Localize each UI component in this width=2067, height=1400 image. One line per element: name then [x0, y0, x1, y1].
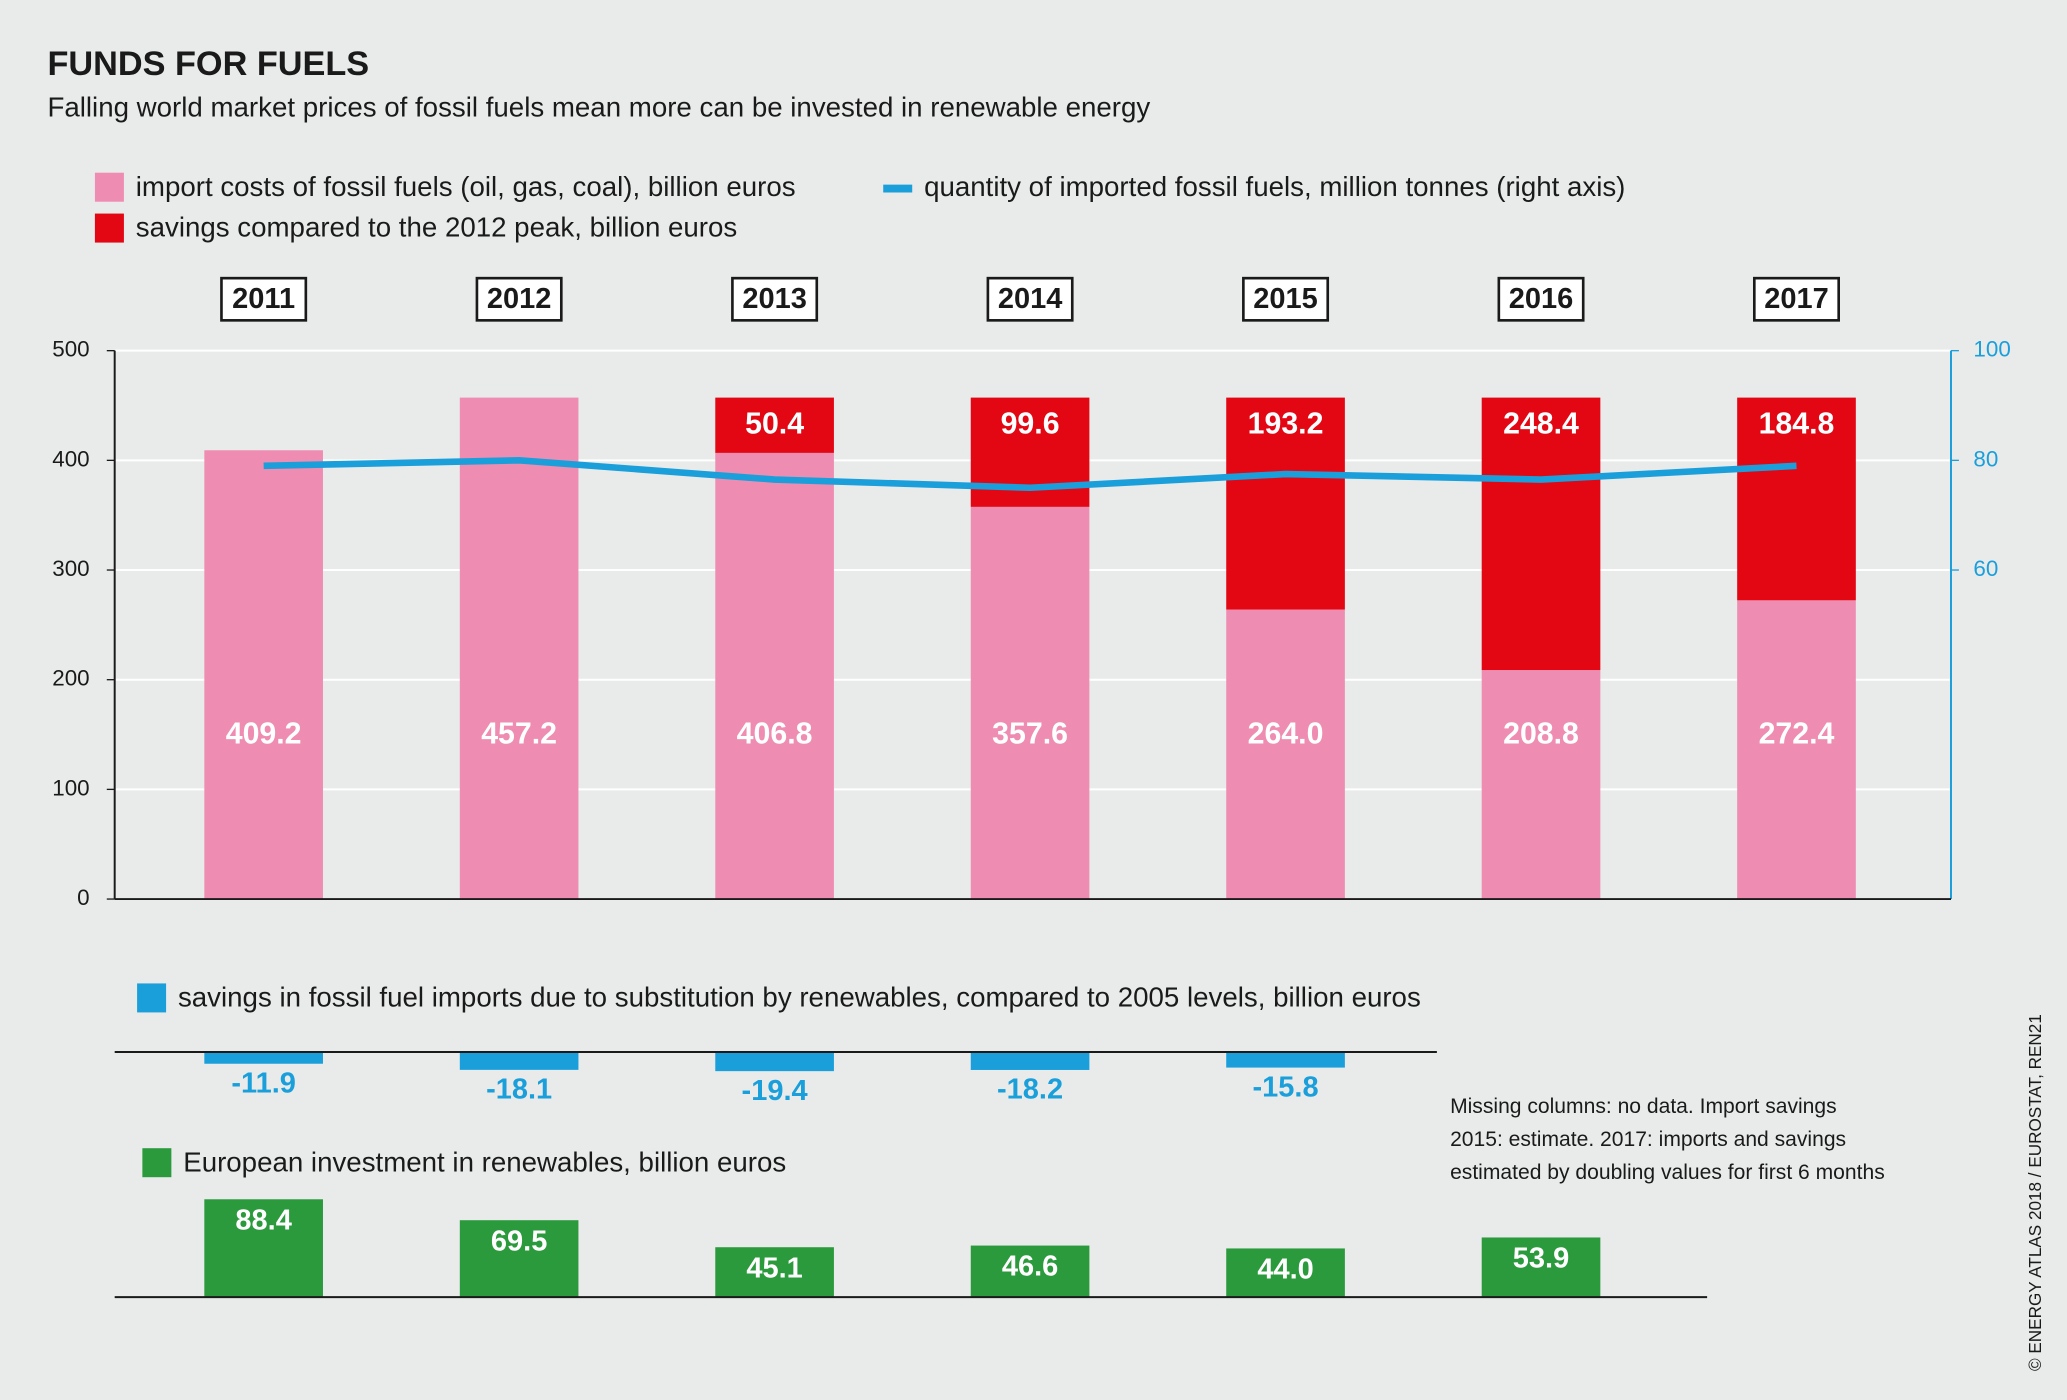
- legend-swatch: [142, 1148, 172, 1178]
- line: [263, 457, 1797, 492]
- y-tick-label: 300: [52, 556, 89, 581]
- data-label: 193.2: [1248, 407, 1324, 440]
- bar: [1481, 1237, 1601, 1298]
- data-label: 357.6: [992, 718, 1068, 751]
- bar: [459, 397, 579, 900]
- data-label: 248.4: [1503, 407, 1579, 440]
- x-tick-label: 2013: [742, 283, 807, 315]
- bar: [1226, 1051, 1345, 1068]
- x-tick-label: 2012: [487, 283, 552, 315]
- note: estimated by doubling values for first 6…: [1450, 1161, 1885, 1184]
- bar: [715, 452, 834, 900]
- y-tick-label: 500: [52, 337, 89, 362]
- bar: [204, 1199, 323, 1298]
- category-box: [731, 276, 819, 322]
- legend-label: savings in fossil fuel imports due to su…: [178, 982, 1421, 1013]
- legend-label: European investment in renewables, billi…: [183, 1146, 786, 1177]
- y-tick-label: 400: [52, 446, 89, 471]
- legend-swatch: [137, 983, 167, 1013]
- bar: [970, 506, 1090, 900]
- x-tick-label: 2016: [1509, 283, 1574, 315]
- data-label: 50.4: [745, 407, 804, 440]
- data-label: 99.6: [1001, 407, 1060, 440]
- data-label: -18.2: [997, 1074, 1063, 1106]
- legend-swatch: [94, 172, 124, 202]
- data-label: 88.4: [235, 1204, 291, 1236]
- data-label: 409.2: [226, 718, 302, 751]
- bar: [1737, 397, 1856, 601]
- bar: [1226, 397, 1345, 610]
- category-box: [1497, 276, 1585, 322]
- legend-swatch: [94, 213, 124, 243]
- source: © ENERGY ATLAS 2018 / EUROSTAT, REN21: [2025, 1014, 2045, 1371]
- y-tick-label: 200: [52, 666, 89, 691]
- legend-label: import costs of fossil fuels (oil, gas, …: [136, 171, 796, 202]
- data-label: 208.8: [1503, 718, 1579, 751]
- bar: [715, 1247, 834, 1298]
- y2-tick-label: 80: [1973, 446, 1998, 471]
- category-box: [986, 276, 1074, 322]
- legend-label: quantity of imported fossil fuels, milli…: [924, 171, 1625, 202]
- data-label: 69.5: [491, 1225, 547, 1257]
- x-tick-label: 2015: [1253, 283, 1318, 315]
- legend-label: savings compared to the 2012 peak, billi…: [136, 212, 737, 243]
- y-tick-label: 100: [52, 775, 89, 800]
- bar: [970, 1245, 1090, 1298]
- data-label: 406.8: [737, 718, 813, 751]
- bar: [715, 397, 834, 453]
- data-label: -19.4: [742, 1075, 808, 1107]
- bar: [970, 1051, 1090, 1070]
- category-box: [475, 276, 563, 322]
- category-box: [220, 276, 308, 322]
- chart-title: FUNDS FOR FUELS: [47, 45, 369, 83]
- y-tick-label: 0: [77, 885, 89, 910]
- data-label: -15.8: [1252, 1071, 1318, 1103]
- note: 2015: estimate. 2017: imports and saving…: [1450, 1128, 1846, 1151]
- bar: [1226, 609, 1345, 900]
- category-box: [1242, 276, 1330, 322]
- chart-subtitle: Falling world market prices of fossil fu…: [47, 92, 1150, 123]
- data-label: 184.8: [1759, 407, 1835, 440]
- data-label: -18.1: [486, 1074, 552, 1106]
- bar: [1226, 1248, 1345, 1298]
- bar: [459, 1220, 579, 1298]
- bar: [1481, 397, 1601, 671]
- bar: [204, 450, 323, 900]
- data-label: 264.0: [1248, 718, 1324, 751]
- category-box: [1752, 276, 1840, 322]
- x-tick-label: 2017: [1764, 283, 1829, 315]
- bar: [459, 1051, 579, 1070]
- bar: [1737, 600, 1856, 900]
- x-tick-label: 2014: [998, 283, 1063, 315]
- bar: [1481, 670, 1601, 900]
- data-label: 272.4: [1759, 718, 1835, 751]
- data-label: 44.0: [1257, 1254, 1313, 1286]
- x-tick-label: 2011: [232, 283, 295, 315]
- y2-tick-label: 60: [1973, 556, 1998, 581]
- data-label: 45.1: [746, 1252, 802, 1284]
- note: Missing columns: no data. Import savings: [1450, 1095, 1837, 1118]
- data-label: -11.9: [231, 1067, 296, 1099]
- data-label: 46.6: [1002, 1251, 1058, 1283]
- y2-tick-label: 100: [1973, 337, 2010, 362]
- bar: [204, 1051, 323, 1064]
- bar: [715, 1051, 834, 1072]
- data-label: 53.9: [1513, 1243, 1569, 1275]
- data-label: 457.2: [481, 718, 557, 751]
